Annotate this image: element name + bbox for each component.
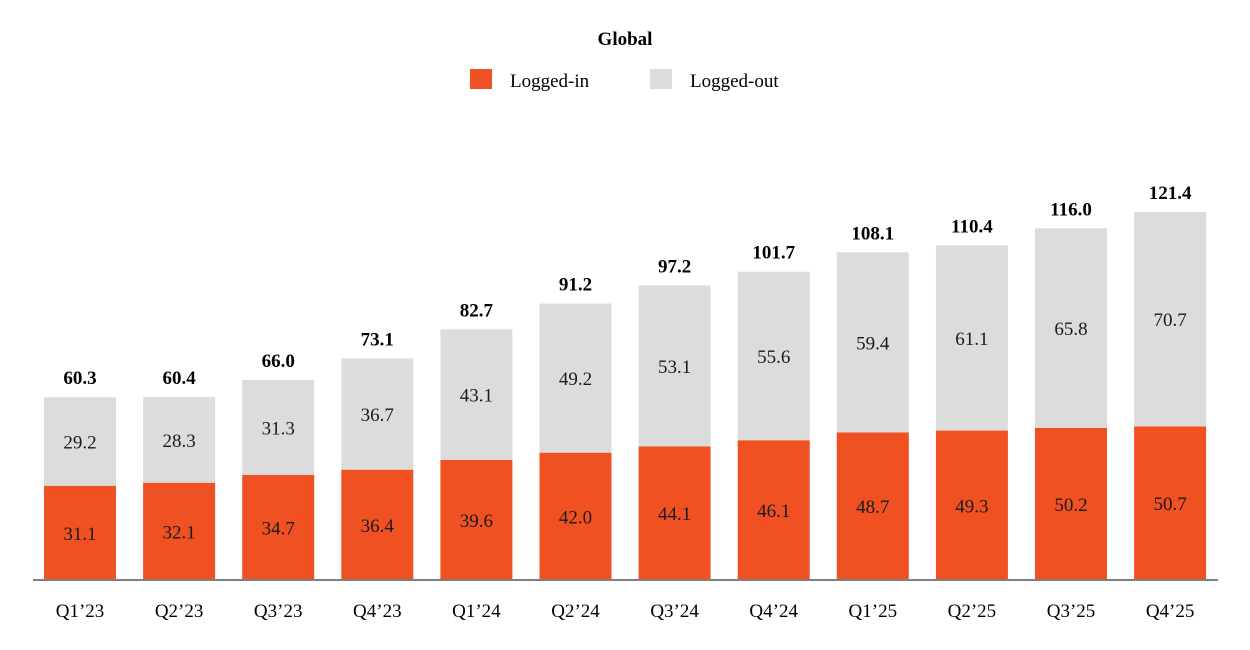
data-label-logged-out-11: 65.8 xyxy=(1054,319,1087,340)
bar-logged-out-4 xyxy=(341,358,414,470)
legend: Logged-in Logged-out xyxy=(470,69,779,92)
x-tick-label-5: Q1’24 xyxy=(452,601,501,622)
x-tick-label-4: Q4’23 xyxy=(353,601,402,622)
bar-logged-out-8 xyxy=(737,271,810,441)
legend-swatch-logged-in xyxy=(470,69,492,89)
data-label-logged-out-4: 36.7 xyxy=(361,405,394,426)
data-label-logged-in-5: 39.6 xyxy=(460,511,493,532)
bar-logged-in-7 xyxy=(638,446,711,580)
total-label-7: 97.2 xyxy=(658,256,691,277)
bar-logged-out-5 xyxy=(440,329,513,460)
x-tick-label-3: Q3’23 xyxy=(254,601,303,622)
data-label-logged-in-1: 31.1 xyxy=(63,524,96,545)
total-label-10: 110.4 xyxy=(951,216,993,237)
x-tick-label-12: Q4’25 xyxy=(1146,601,1195,622)
data-label-logged-out-7: 53.1 xyxy=(658,357,691,378)
data-label-logged-in-3: 34.7 xyxy=(262,518,295,539)
total-label-3: 66.0 xyxy=(262,351,295,372)
x-tick-label-11: Q3’25 xyxy=(1047,601,1096,622)
data-label-logged-out-1: 29.2 xyxy=(63,432,96,453)
total-label-6: 91.2 xyxy=(559,275,592,296)
x-tick-label-2: Q2’23 xyxy=(155,601,204,622)
legend-item-logged-in: Logged-in xyxy=(470,69,590,92)
data-label-logged-in-8: 46.1 xyxy=(757,501,790,522)
bar-logged-in-6 xyxy=(539,452,612,580)
data-label-logged-out-9: 59.4 xyxy=(856,333,890,354)
x-tick-label-6: Q2’24 xyxy=(551,601,600,622)
x-tick-label-8: Q4’24 xyxy=(749,601,798,622)
legend-label-logged-in: Logged-in xyxy=(510,71,590,92)
legend-label-logged-out: Logged-out xyxy=(690,71,779,92)
data-label-logged-out-6: 49.2 xyxy=(559,369,592,390)
bar-logged-out-2 xyxy=(143,396,216,483)
total-label-5: 82.7 xyxy=(460,300,494,321)
total-label-4: 73.1 xyxy=(361,329,394,350)
total-label-11: 116.0 xyxy=(1050,199,1092,220)
data-label-logged-out-10: 61.1 xyxy=(955,329,988,350)
data-label-logged-in-11: 50.2 xyxy=(1054,495,1087,516)
x-tick-label-9: Q1’25 xyxy=(849,601,898,622)
data-label-logged-in-12: 50.7 xyxy=(1153,494,1186,515)
bar-logged-in-10 xyxy=(935,430,1008,580)
total-label-12: 121.4 xyxy=(1149,183,1192,204)
legend-swatch-logged-out xyxy=(650,69,672,89)
bar-logged-in-5 xyxy=(440,459,513,580)
total-label-1: 60.3 xyxy=(63,368,96,389)
data-label-logged-in-4: 36.4 xyxy=(361,516,395,537)
data-label-logged-out-5: 43.1 xyxy=(460,386,493,407)
bar-logged-out-11 xyxy=(1035,228,1107,428)
bar-logged-in-11 xyxy=(1035,427,1107,580)
data-label-logged-in-2: 32.1 xyxy=(162,522,195,543)
bar-logged-out-3 xyxy=(242,379,315,475)
bar-logged-in-1 xyxy=(44,485,116,580)
x-axis-ticks: Q1’23 Q2’23 Q3’23 Q4’23 Q1’24 Q2’24 Q3’24 Q4’24… xyxy=(56,601,1195,622)
bar-logged-out-12 xyxy=(1134,212,1207,427)
bar-logged-out-6 xyxy=(539,303,612,453)
data-label-logged-in-7: 44.1 xyxy=(658,504,691,525)
data-label-logged-in-10: 49.3 xyxy=(955,496,988,517)
data-label-logged-out-3: 31.3 xyxy=(262,418,295,439)
bar-logged-in-2 xyxy=(143,482,216,580)
bar-logged-in-9 xyxy=(836,432,909,580)
bar-logged-out-1 xyxy=(44,397,116,486)
x-tick-label-7: Q3’24 xyxy=(650,601,699,622)
bars-group: 31.1 29.2 60.3 32.1 28.3 60.4 34.7 31.3 66.0 36.4… xyxy=(44,183,1207,580)
total-label-9: 108.1 xyxy=(851,223,894,244)
legend-item-logged-out: Logged-out xyxy=(650,69,779,92)
bar-logged-in-3 xyxy=(242,474,315,580)
bar-logged-out-7 xyxy=(638,285,711,447)
bar-logged-in-4 xyxy=(341,469,414,580)
data-label-logged-in-9: 48.7 xyxy=(856,497,889,518)
bar-logged-out-10 xyxy=(935,245,1008,431)
data-label-logged-out-2: 28.3 xyxy=(162,431,195,452)
x-tick-label-10: Q2’25 xyxy=(948,601,997,622)
data-label-logged-out-12: 70.7 xyxy=(1153,310,1186,331)
bar-logged-out-9 xyxy=(836,252,909,433)
data-label-logged-in-6: 42.0 xyxy=(559,507,592,528)
bar-logged-in-8 xyxy=(737,440,810,580)
data-label-logged-out-8: 55.6 xyxy=(757,347,790,368)
x-tick-label-1: Q1’23 xyxy=(56,601,105,622)
chart-title: Global xyxy=(598,29,653,50)
total-label-2: 60.4 xyxy=(162,368,196,389)
total-label-8: 101.7 xyxy=(752,243,795,264)
bar-logged-in-12 xyxy=(1134,426,1207,580)
